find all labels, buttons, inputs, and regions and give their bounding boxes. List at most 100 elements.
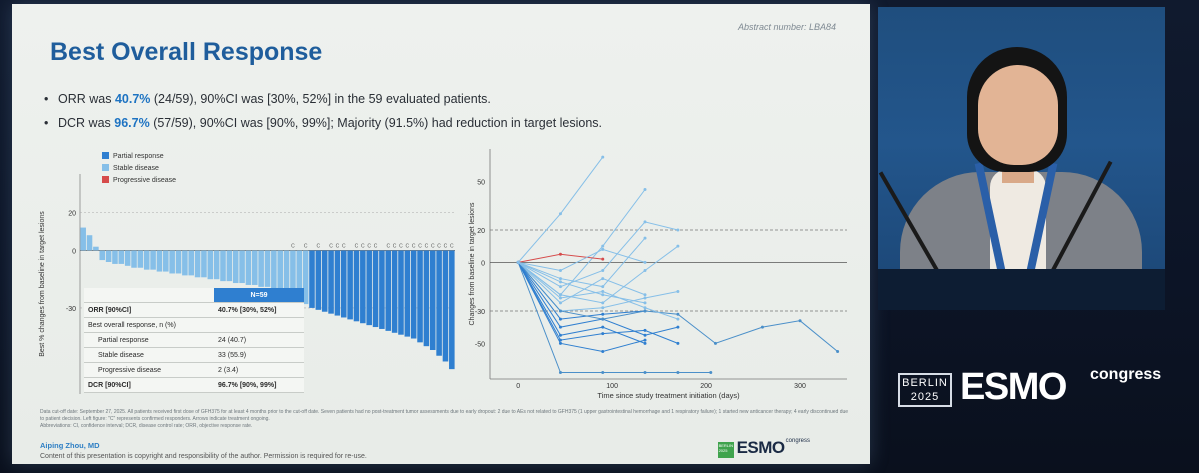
- waterfall-bar: [290, 250, 296, 299]
- confirmed-marker: C: [418, 244, 422, 250]
- data-point: [601, 268, 605, 272]
- waterfall-bar: [226, 250, 233, 282]
- data-point: [643, 187, 647, 191]
- data-point: [676, 371, 680, 375]
- waterfall-bar: [315, 250, 322, 310]
- confirmed-marker: C: [342, 244, 346, 250]
- y-tick-label: 20: [68, 210, 76, 217]
- waterfall-bar: [99, 250, 106, 261]
- confirmed-marker: C: [437, 244, 441, 250]
- confirmed-marker: C: [329, 244, 333, 250]
- waterfall-bar: [404, 250, 411, 337]
- data-point: [643, 268, 647, 272]
- esmo-wordmark: ESMO: [960, 366, 1067, 408]
- y-axis-label: Changes from baseline in target lesions: [469, 202, 476, 325]
- waterfall-bar: [379, 250, 385, 329]
- data-point: [601, 371, 605, 375]
- city-badge: BERLIN 2025: [898, 373, 952, 407]
- waterfall-bar: [207, 250, 214, 280]
- confirmed-marker: C: [367, 244, 371, 250]
- waterfall-bar: [391, 250, 398, 333]
- table-header-row: N=59: [84, 288, 304, 303]
- confirmed-marker: C: [304, 244, 308, 250]
- y-tick-label: -50: [475, 341, 485, 348]
- waterfall-bar: [423, 250, 430, 347]
- waterfall-bar: [137, 250, 144, 268]
- waterfall-bar: [252, 250, 258, 285]
- esmo-footer-logo: BERLIN 2025 ESMO congress: [717, 438, 810, 458]
- x-axis-label: Time since study treatment initiation (d…: [597, 391, 740, 400]
- legend-label: Partial response: [113, 153, 164, 160]
- data-point: [558, 296, 562, 300]
- data-point: [601, 290, 605, 294]
- data-point: [601, 277, 605, 281]
- series-line: [517, 262, 838, 352]
- x-tick-label: 300: [794, 383, 806, 390]
- x-tick-label: 200: [700, 383, 712, 390]
- waterfall-bar: [442, 250, 449, 362]
- waterfall-bar: [347, 250, 353, 320]
- data-point: [558, 293, 562, 297]
- data-point: [558, 268, 562, 272]
- data-point: [516, 260, 520, 264]
- series-line: [517, 262, 711, 374]
- y-tick-label: -30: [475, 309, 485, 316]
- waterfall-bar: [302, 250, 309, 305]
- data-point: [558, 341, 562, 345]
- waterfall-bar: [353, 250, 360, 322]
- waterfall-bar: [283, 250, 290, 297]
- waterfall-bar: [105, 250, 112, 262]
- data-point: [760, 325, 764, 329]
- data-point: [601, 349, 605, 353]
- table-row: Progressive disease 2 (3.4): [84, 362, 304, 378]
- waterfall-bar: [131, 250, 137, 268]
- waterfall-bar: [175, 250, 182, 274]
- y-tick-label: 0: [481, 260, 485, 267]
- bullet-dcr: • DCR was 96.7% (57/59), 90%CI was [90%,…: [44, 116, 603, 130]
- waterfall-bar: [118, 250, 125, 264]
- y-axis-label: Best % changes from baseline in target l…: [39, 211, 46, 357]
- confirmed-marker: C: [444, 244, 448, 250]
- data-point: [601, 285, 605, 289]
- confirmed-marker: C: [399, 244, 403, 250]
- slide-title: Best Overall Response: [50, 38, 323, 66]
- waterfall-bar: [232, 250, 239, 284]
- confirmed-marker: C: [336, 244, 340, 250]
- waterfall-bar: [156, 250, 163, 272]
- waterfall-bar: [296, 250, 303, 301]
- series-line: [517, 262, 646, 304]
- legend-swatch: [102, 152, 109, 159]
- data-point: [676, 312, 680, 316]
- data-point: [558, 277, 562, 281]
- confirmed-marker: C: [431, 244, 435, 250]
- waterfall-bar: [220, 250, 226, 282]
- data-point: [601, 155, 605, 159]
- waterfall-bar: [417, 250, 423, 343]
- waterfall-bar: [277, 250, 283, 293]
- series-line: [518, 248, 646, 272]
- waterfall-bar: [309, 250, 315, 308]
- data-point: [601, 317, 605, 321]
- data-point: [558, 285, 562, 289]
- footnote: Data cut-off date: September 27, 2025. A…: [40, 409, 849, 429]
- data-point: [676, 290, 680, 294]
- waterfall-bar: [372, 250, 379, 328]
- x-tick-label: 0: [516, 383, 520, 390]
- waterfall-bar: [385, 250, 392, 331]
- author-name: Aiping Zhou, MD: [40, 441, 100, 450]
- waterfall-bar: [112, 250, 118, 264]
- table-row: Partial response 24 (40.7): [84, 332, 304, 348]
- data-point: [601, 312, 605, 316]
- podium: [878, 269, 1165, 310]
- data-point: [558, 280, 562, 284]
- waterfall-bar: [245, 250, 252, 285]
- bullet-list: • ORR was 40.7% (24/59), 90%CI was [30%,…: [44, 92, 844, 140]
- data-point: [643, 309, 647, 313]
- confirmed-marker: C: [425, 244, 429, 250]
- data-point: [558, 317, 562, 321]
- bullet-dot: •: [44, 92, 49, 106]
- legend-swatch: [102, 176, 109, 183]
- waterfall-bar: [80, 227, 86, 251]
- waterfall-bar: [360, 250, 366, 324]
